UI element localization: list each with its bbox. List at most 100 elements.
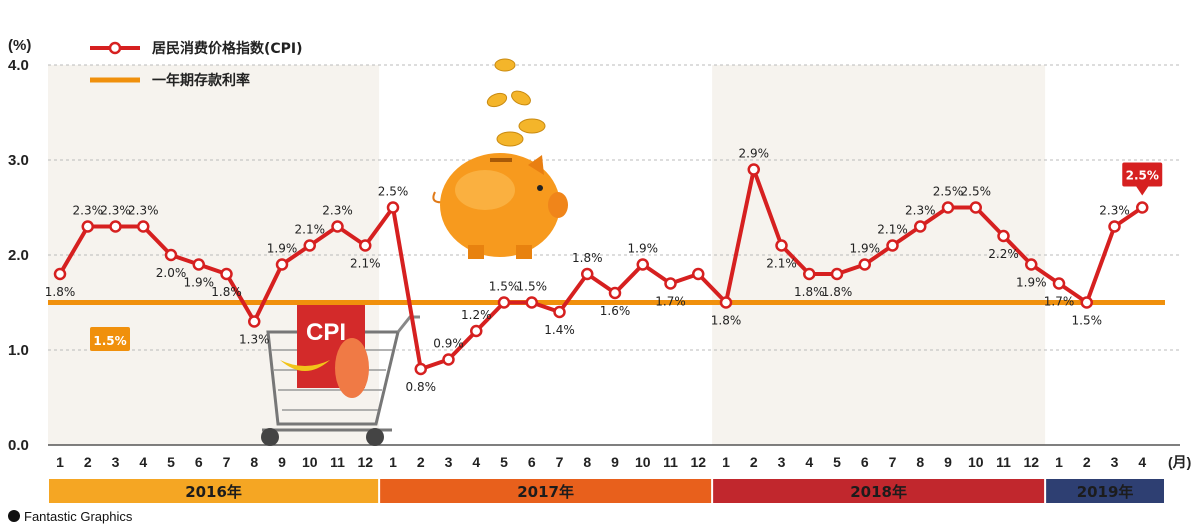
cpi-point <box>1080 296 1093 309</box>
x-tick-label: 6 <box>528 454 536 470</box>
x-tick-label: 9 <box>278 454 286 470</box>
x-axis-unit: (月) <box>1168 454 1191 470</box>
x-tick-label: 8 <box>916 454 924 470</box>
cpi-data-label: 1.2% <box>461 308 492 322</box>
cpi-data-label: 1.8% <box>572 251 603 265</box>
callout-box <box>1122 162 1163 187</box>
cpi-data-label: 2.3% <box>128 204 159 218</box>
cpi-point <box>1108 220 1121 233</box>
cpi-data-label: 2.1% <box>295 223 326 237</box>
cpi-data-labels: 1.8%2.3%2.3%2.3%2.0%1.9%1.8%1.3%1.9%2.1%… <box>45 147 1130 395</box>
cpi-point <box>525 296 538 309</box>
cpi-point <box>164 248 178 262</box>
cpi-points <box>53 163 1149 376</box>
cpi-data-label: 2.9% <box>739 147 770 161</box>
cpi-data-label: 2.5% <box>933 185 964 199</box>
cpi-data-label: 1.8% <box>211 285 242 299</box>
gridlines <box>48 64 1180 446</box>
cpi-data-label: 2.1% <box>350 257 381 271</box>
year-segment <box>1046 479 1164 503</box>
cpi-point <box>914 220 927 233</box>
cpi-point <box>248 315 261 328</box>
cpi-point <box>747 163 760 176</box>
cpi-point <box>941 201 955 214</box>
piggy-bank-illustration <box>432 58 568 259</box>
x-tick-label: 8 <box>583 454 591 470</box>
cpi-point <box>109 220 122 233</box>
x-tick-label: 4 <box>805 454 813 470</box>
cpi-data-label: 1.8% <box>822 285 853 299</box>
cpi-data-label: 1.9% <box>1016 276 1047 290</box>
y-tick-label: 0.0 <box>8 437 29 454</box>
latest-value-callout: 2.5% <box>1122 162 1163 196</box>
cpi-point <box>830 267 844 281</box>
x-tick-label: 11 <box>996 454 1011 470</box>
cpi-data-label: 1.6% <box>600 304 631 318</box>
cpi-data-label: 2.3% <box>1099 204 1130 218</box>
cpi-data-label: 1.8% <box>794 285 825 299</box>
x-tick-label: 9 <box>944 454 952 470</box>
cpi-data-label: 1.9% <box>628 242 659 256</box>
cpi-point <box>1136 201 1149 214</box>
cpi-point <box>969 201 982 214</box>
cpi-data-label: 1.9% <box>850 242 881 256</box>
cpi-point <box>220 267 233 281</box>
panda-logo-icon <box>8 510 20 522</box>
cpi-point <box>470 324 483 338</box>
cpi-data-label: 1.7% <box>1044 295 1075 309</box>
y-tick-label: 2.0 <box>8 247 29 264</box>
x-tick-label: 1 <box>722 454 730 470</box>
cpi-point <box>1052 277 1066 290</box>
x-tick-label: 4 <box>1138 454 1146 470</box>
x-tick-label: 5 <box>833 454 841 470</box>
y-tick-label: 1.0 <box>8 342 29 359</box>
x-tick-label: 7 <box>223 454 231 470</box>
cpi-series-line <box>58 167 1144 371</box>
cpi-point <box>775 239 788 252</box>
cpi-data-label: 2.3% <box>322 204 353 218</box>
cpi-bag-text: CPI <box>306 319 346 346</box>
cpi-data-label: 1.3% <box>239 333 270 347</box>
cpi-point <box>137 220 150 233</box>
cpi-point <box>608 286 622 300</box>
x-tick-label: 1 <box>1055 454 1063 470</box>
y-axis-ticks: 0.0 1.0 2.0 3.0 4.0 <box>8 57 29 454</box>
x-tick-label: 4 <box>472 454 480 470</box>
x-tick-label: 6 <box>861 454 869 470</box>
cpi-point <box>81 220 94 233</box>
x-tick-label: 2 <box>750 454 758 470</box>
x-tick-label: 5 <box>167 454 175 470</box>
cpi-point <box>1025 258 1038 271</box>
cpi-point <box>581 267 594 281</box>
x-tick-label: 6 <box>195 454 203 470</box>
cpi-point <box>553 305 566 319</box>
year-label: 2017年 <box>517 483 574 501</box>
cpi-data-label: 2.3% <box>100 204 131 218</box>
x-tick-label: 11 <box>663 454 678 470</box>
x-tick-label: 12 <box>1023 454 1039 470</box>
y-tick-label: 4.0 <box>8 57 29 74</box>
cpi-data-label: 2.5% <box>378 185 409 199</box>
x-tick-label: 7 <box>556 454 564 470</box>
cpi-data-label: 0.9% <box>433 337 464 351</box>
y-axis-unit: (%) <box>8 37 31 54</box>
cpi-point <box>719 296 733 309</box>
cpi-data-label: 2.3% <box>73 204 104 218</box>
year-segment <box>49 479 379 503</box>
cpi-data-label: 2.1% <box>766 257 797 271</box>
year-segment <box>713 479 1045 503</box>
x-tick-label: 2 <box>84 454 92 470</box>
cpi-data-label: 1.7% <box>655 295 686 309</box>
cpi-point <box>858 258 871 271</box>
callout-text: 2.5% <box>1126 169 1159 183</box>
x-tick-label: 10 <box>968 454 984 470</box>
cpi-data-label: 0.8% <box>406 380 437 394</box>
x-tick-label: 2 <box>1083 454 1091 470</box>
cpi-data-label: 2.1% <box>877 223 908 237</box>
cpi-point <box>497 296 511 309</box>
cpi-point <box>692 267 705 281</box>
year-label: 2018年 <box>850 483 907 501</box>
x-tick-label: 7 <box>889 454 897 470</box>
